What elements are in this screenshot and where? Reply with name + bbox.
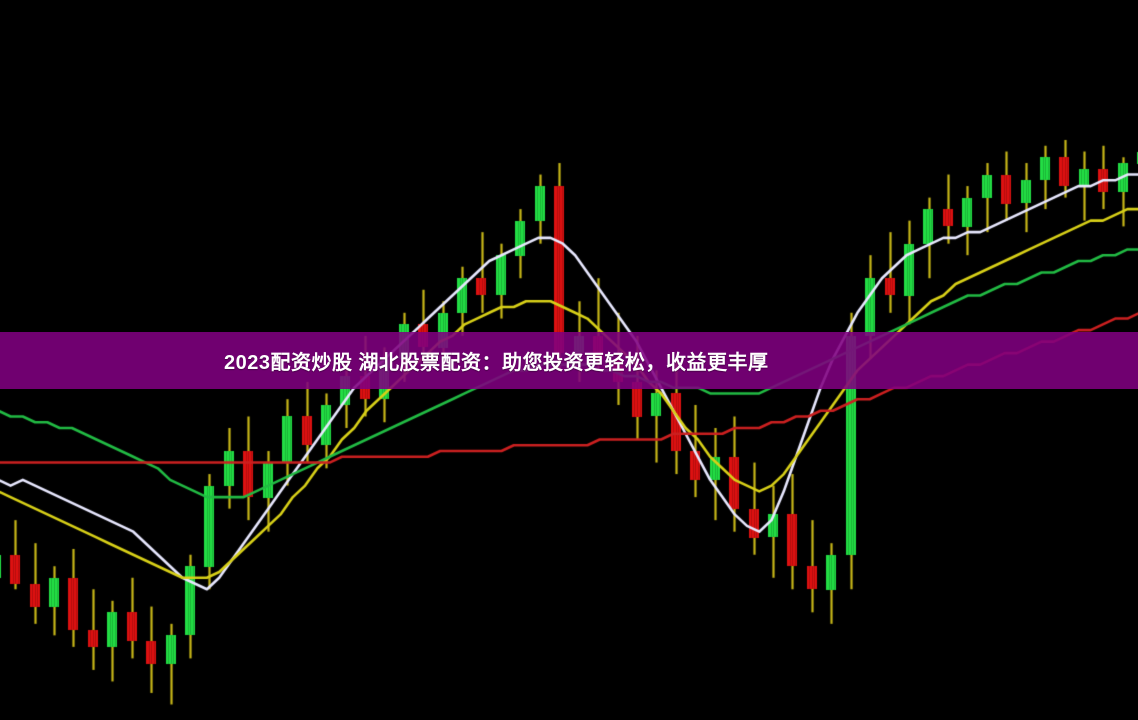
promo-banner[interactable]: 2023配资炒股 湖北股票配资：助您投资更轻松，收益更丰厚 — [0, 332, 1138, 389]
banner-title-text: 2023配资炒股 湖北股票配资：助您投资更轻松，收益更丰厚 — [224, 352, 769, 374]
